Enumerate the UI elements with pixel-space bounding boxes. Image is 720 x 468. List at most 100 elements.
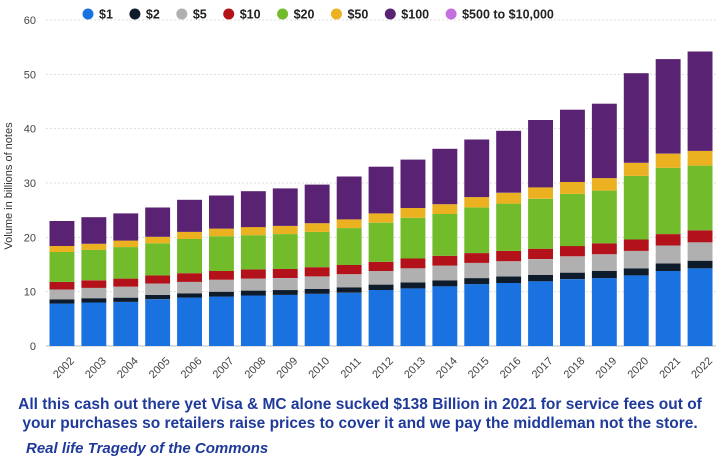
bar-segment <box>496 203 522 251</box>
bar-segment <box>623 239 649 251</box>
bar-segment <box>560 193 585 247</box>
bar-segment <box>81 287 107 299</box>
bar-segment <box>655 153 681 168</box>
bar-segment <box>623 175 649 240</box>
bar-segment <box>177 231 202 239</box>
legend-marker <box>176 8 188 20</box>
bar-segment <box>496 276 522 283</box>
bar-segment <box>113 240 139 248</box>
bar-segment <box>336 219 362 229</box>
legend-marker <box>384 8 396 20</box>
bar-segment <box>368 222 394 262</box>
bar-segment <box>464 262 490 279</box>
bar-segment <box>591 178 617 191</box>
bar-segment <box>655 245 681 264</box>
x-tick-label: 2002 <box>51 355 77 381</box>
bar-segment <box>209 296 234 346</box>
bar-segment <box>528 281 553 346</box>
bar-segment <box>209 291 234 297</box>
bar-segment <box>145 236 171 244</box>
bar-segment <box>368 166 394 214</box>
y-tick-label: 50 <box>24 69 36 81</box>
bar-segment <box>432 255 458 266</box>
bar-segment <box>464 197 490 208</box>
bar-segment <box>336 287 362 293</box>
bar-segment <box>623 268 649 276</box>
bar-segment <box>272 268 298 278</box>
bar-segment <box>336 292 362 346</box>
bar-segment <box>400 208 426 218</box>
y-tick-label: 10 <box>24 287 36 299</box>
x-tick-label: 2011 <box>339 356 364 381</box>
bar-segment <box>560 256 585 273</box>
bar-segment <box>687 242 713 261</box>
bar-segment <box>496 261 522 277</box>
bar-segment <box>240 191 266 228</box>
bar-segment <box>368 271 394 285</box>
bar-segment <box>464 278 490 285</box>
x-tick-label: 2017 <box>530 355 556 381</box>
bar-segment <box>496 192 522 204</box>
bar-segment <box>560 279 585 346</box>
legend-label: $1 <box>99 8 113 22</box>
bar-segment <box>113 213 139 241</box>
legend: $1 $2 $5 $10 $20 $50 $100 $500 to $10,000 <box>82 8 554 22</box>
bar-segment <box>655 59 681 154</box>
bar-segment <box>687 150 713 166</box>
bar-segment <box>400 282 426 289</box>
bar-segment <box>560 272 585 280</box>
bar-segment <box>432 148 458 205</box>
legend-label: $20 <box>294 8 315 22</box>
bar-segment <box>177 199 202 232</box>
bar-segment <box>240 227 266 236</box>
x-tick-label: 2016 <box>498 355 524 381</box>
bar-segment <box>560 109 585 182</box>
x-tick-label: 2022 <box>689 355 715 381</box>
bar-segment <box>336 176 362 220</box>
bar-segment <box>400 288 426 346</box>
bar-segment <box>464 139 490 198</box>
bar-segment <box>591 243 617 255</box>
x-tick-label: 2005 <box>147 355 173 381</box>
bar-segment <box>304 223 330 232</box>
bar-segment <box>623 162 649 176</box>
bar-segment <box>272 290 298 295</box>
legend-label: $2 <box>146 8 160 22</box>
bar-segment <box>591 278 617 346</box>
legend-label: $5 <box>193 8 207 22</box>
bar-segment <box>113 247 139 279</box>
bar-segment <box>400 258 426 269</box>
bar-segment <box>304 231 330 268</box>
bar-segment <box>528 120 553 188</box>
bar-segment <box>113 297 139 302</box>
bar-segment <box>209 279 234 292</box>
x-tick-label: 2012 <box>370 355 396 381</box>
bar-segment <box>145 243 171 276</box>
bar-segment <box>496 130 522 193</box>
bar-segment <box>81 280 107 288</box>
bar-segment <box>113 286 139 298</box>
y-tick-label: 60 <box>24 15 36 27</box>
bar-segment <box>560 246 585 257</box>
bar-segment <box>687 268 713 346</box>
x-tick-label: 2021 <box>657 355 683 381</box>
bar-segment <box>400 268 426 283</box>
bar-segment <box>591 103 617 179</box>
bar-segment <box>145 275 171 284</box>
bar-segment <box>304 276 330 289</box>
bar-segment <box>432 214 458 256</box>
bar-segment <box>432 265 458 281</box>
bar-segment <box>272 225 298 234</box>
bar-segment <box>81 249 107 281</box>
legend-marker <box>330 8 342 20</box>
bar-segment <box>177 281 202 294</box>
bar-segment <box>81 302 107 346</box>
bar-segment <box>49 299 75 304</box>
bar-segment <box>272 278 298 291</box>
bar-segment <box>145 294 171 300</box>
bar-segment <box>528 248 553 259</box>
legend-label: $10 <box>240 8 261 22</box>
bar-segment <box>368 284 394 290</box>
bar-segment <box>591 190 617 244</box>
